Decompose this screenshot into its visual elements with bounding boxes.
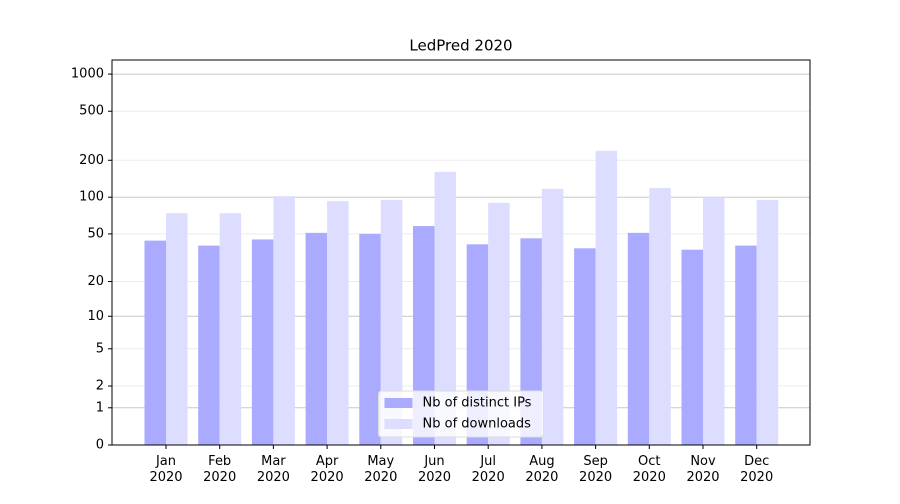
bar — [574, 248, 596, 445]
y-tick-label: 1000 — [71, 67, 104, 82]
bar — [219, 213, 242, 445]
y-tick-label: 100 — [79, 190, 104, 205]
bar — [434, 171, 456, 445]
bar — [251, 239, 274, 445]
bar — [756, 199, 779, 445]
plot-frame — [111, 59, 811, 446]
legend-box — [378, 390, 544, 438]
x-tick-label: Sep 2020 — [579, 454, 612, 485]
x-tick-label: May 2020 — [364, 454, 397, 485]
legend-label: Nb of distinct IPs — [423, 396, 532, 411]
legend-swatch — [384, 419, 413, 429]
y-tick-label: 20 — [87, 274, 104, 289]
bar — [488, 202, 510, 445]
chart-title: LedPred 2020 — [409, 37, 512, 55]
bar — [144, 240, 166, 445]
y-tick-label: 500 — [79, 104, 104, 119]
x-tick-label: Jul 2020 — [472, 454, 505, 485]
x-tick-label: Oct 2020 — [633, 454, 666, 485]
x-tick-label: Jan 2020 — [149, 454, 182, 485]
legend-label: Nb of downloads — [423, 417, 532, 432]
bar — [327, 201, 349, 445]
bar — [595, 150, 618, 445]
bar — [413, 226, 435, 445]
x-tick-label: Mar 2020 — [257, 454, 290, 485]
x-tick-label: Feb 2020 — [203, 454, 236, 485]
y-tick-label: 1 — [96, 400, 104, 415]
y-tick-label: 200 — [79, 153, 104, 168]
y-tick-label: 2 — [96, 379, 104, 394]
x-tick-label: Aug 2020 — [525, 454, 558, 485]
x-tick-label: Jun 2020 — [418, 454, 451, 485]
x-tick-label: Apr 2020 — [311, 454, 344, 485]
bar — [273, 196, 295, 445]
x-tick-label: Dec 2020 — [740, 454, 773, 485]
bar — [541, 188, 564, 445]
x-tick-label: Nov 2020 — [686, 454, 719, 485]
bar — [627, 232, 650, 445]
y-tick-label: 5 — [96, 341, 104, 356]
y-tick-label: 10 — [87, 309, 104, 324]
bar — [198, 245, 220, 445]
bar — [703, 197, 725, 445]
bar — [305, 232, 328, 445]
bar — [359, 233, 381, 445]
bar — [681, 249, 703, 445]
bar — [166, 213, 188, 445]
bar — [649, 187, 671, 446]
legend-swatch — [384, 398, 413, 408]
y-tick-label: 50 — [87, 226, 104, 241]
bar — [735, 245, 757, 445]
y-tick-label: 0 — [96, 438, 104, 453]
bar — [380, 199, 403, 445]
